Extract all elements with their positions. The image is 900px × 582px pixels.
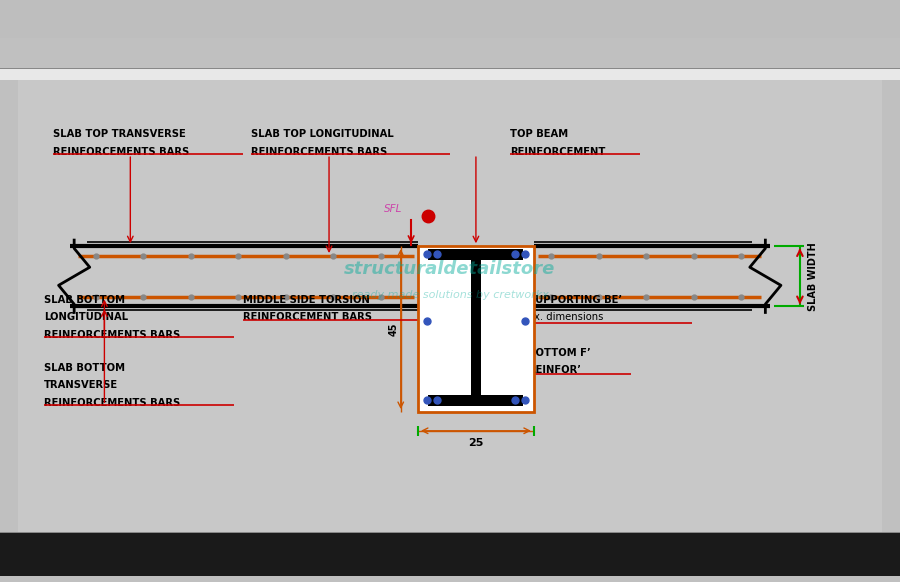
Bar [428, 395, 524, 406]
Text: ▶  Type a command: ▶ Type a command [4, 553, 88, 562]
Text: LONGITUDINAL: LONGITUDINAL [44, 313, 128, 322]
Text: ◀ ▶ ▶|  Model  Layout1  /  Layout2  /: ◀ ▶ ▶| Model Layout1 / Layout2 / [9, 70, 148, 79]
Bar [428, 249, 524, 260]
Text: structuraldetailstore: structuraldetailstore [345, 260, 555, 278]
Text: ready made solutions by cretworkx: ready made solutions by cretworkx [352, 290, 548, 300]
Text: REINFORCEMENTS BARS: REINFORCEMENTS BARS [44, 330, 180, 340]
Text: SLAB TOP TRANSVERSE: SLAB TOP TRANSVERSE [52, 129, 185, 139]
Text: ⊞ ⊡ ⊟  ■ |  ⊕ □ ⊞ | ⊞ ◉ ⊡ ⊛ ⊙: ⊞ ⊡ ⊟ ■ | ⊕ □ ⊞ | ⊞ ◉ ⊡ ⊛ ⊙ [2, 24, 136, 33]
Text: SLAB TOP LONGITUDINAL: SLAB TOP LONGITUDINAL [251, 129, 394, 139]
Text: REINFORCEMENTS BARS: REINFORCEMENTS BARS [44, 398, 180, 407]
Text: ↕ ↔ ↗ ↙ | A A ↑ ↓ ↕ ↗ | ⊞ Standard  ▼  DM1:10  ▼  Standard  ▼  Standard: ↕ ↔ ↗ ↙ | A A ↑ ↓ ↕ ↗ | ⊞ Standard ▼ DM1… [324, 5, 652, 14]
Text: SLAB BOTTOM: SLAB BOTTOM [44, 295, 125, 305]
Text: REINFORCEMENT BARS: REINFORCEMENT BARS [243, 313, 372, 322]
Text: SLAB BOTTOM: SLAB BOTTOM [44, 363, 125, 373]
Text: SUPPORTING BE’: SUPPORTING BE’ [527, 295, 622, 305]
Text: ⊞ ⊟ ⊞ ⊡  1  2  3  4: ⊞ ⊟ ⊞ ⊡ 1 2 3 4 [36, 576, 102, 582]
Text: REINFORCEMENTS BARS: REINFORCEMENTS BARS [251, 147, 388, 157]
Text: ⊞ ⊟  ⊡■  ⊕  ⊙◉⊘⊛⊞⊟   BsLayer  ▼ ———— BsLayer ▼ ———— BsLayer  ▼  |BiGold|  ▼ ⊞↕↔↗: ⊞ ⊟ ⊡■ ⊕ ⊙◉⊘⊛⊞⊟ BsLayer ▼ ———— BsLayer ▼… [2, 49, 473, 58]
Text: REINFORCEMENT: REINFORCEMENT [510, 147, 606, 157]
Text: BOTTOM F’: BOTTOM F’ [527, 348, 590, 358]
Text: SFL: SFL [384, 204, 402, 214]
Text: 45: 45 [389, 322, 399, 336]
Text: REINFORCEMENTS BARS: REINFORCEMENTS BARS [52, 147, 189, 157]
Bar [418, 246, 534, 412]
Text: MIDDLE SIDE TORSION: MIDDLE SIDE TORSION [243, 295, 370, 305]
Text: SLAB WIDTH: SLAB WIDTH [808, 242, 818, 311]
Bar [472, 260, 481, 395]
Text: ex. dimensions: ex. dimensions [527, 313, 603, 322]
Text: TOP BEAM: TOP BEAM [510, 129, 569, 139]
Text: REINFOR’: REINFOR’ [527, 365, 580, 375]
Text: X Command: X Command [4, 537, 65, 546]
Text: 3D B ⊕ Q ⊗ | X □ ⊡ ⊞ · ⊡ ⊛ ⊙ | ⊞ ◈ ⊙ ⊘ ⊕ ⊙ | □ ⊟ ⊞ ◈ ⊡: 3D B ⊕ Q ⊗ | X □ ⊡ ⊞ · ⊡ ⊛ ⊙ | ⊞ ◈ ⊙ ⊘ ⊕… [2, 5, 252, 14]
Text: 25: 25 [468, 438, 483, 448]
Text: MODEL  ⊞  LTYPE  ⊞  0/0/0: MODEL ⊞ LTYPE ⊞ 0/0/0 [720, 576, 813, 582]
Text: TRANSVERSE: TRANSVERSE [44, 380, 118, 391]
